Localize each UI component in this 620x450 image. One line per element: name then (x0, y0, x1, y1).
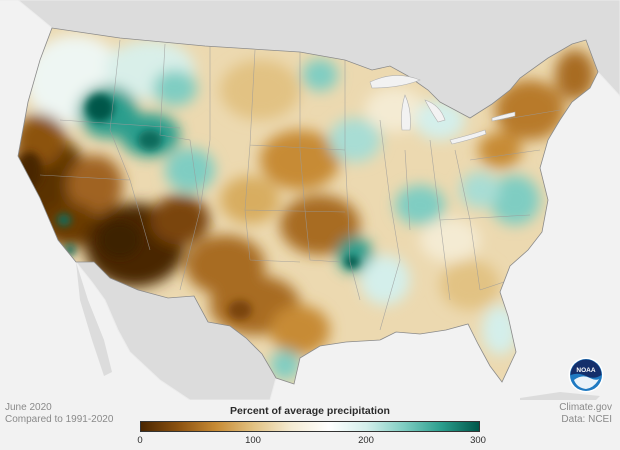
legend-tick-100: 100 (245, 435, 261, 446)
map-svg (0, 0, 620, 400)
conus-outline (17, 27, 599, 385)
period-label: June 2020 (5, 402, 52, 413)
noaa-logo: NOAA (568, 357, 604, 393)
source-label: Climate.gov (559, 402, 612, 413)
period-caption: June 2020 Compared to 1991-2020 (5, 402, 113, 426)
baja-peninsula (76, 262, 112, 376)
precipitation-map (0, 0, 620, 400)
great-lakes (369, 75, 516, 145)
legend-title: Percent of average precipitation (230, 405, 390, 417)
state-borders (39, 39, 561, 331)
credits: Climate.gov Data: NCEI (559, 402, 612, 426)
baseline-label: Compared to 1991-2020 (5, 414, 114, 425)
legend-tick-200: 200 (358, 435, 374, 446)
legend-tick-0: 0 (137, 435, 143, 446)
legend-tick-300: 300 (470, 435, 486, 446)
legend-color-bar (140, 421, 480, 432)
cuba (520, 392, 600, 400)
data-credit-label: Data: NCEI (561, 414, 612, 425)
noaa-logo-text: NOAA (576, 367, 595, 374)
